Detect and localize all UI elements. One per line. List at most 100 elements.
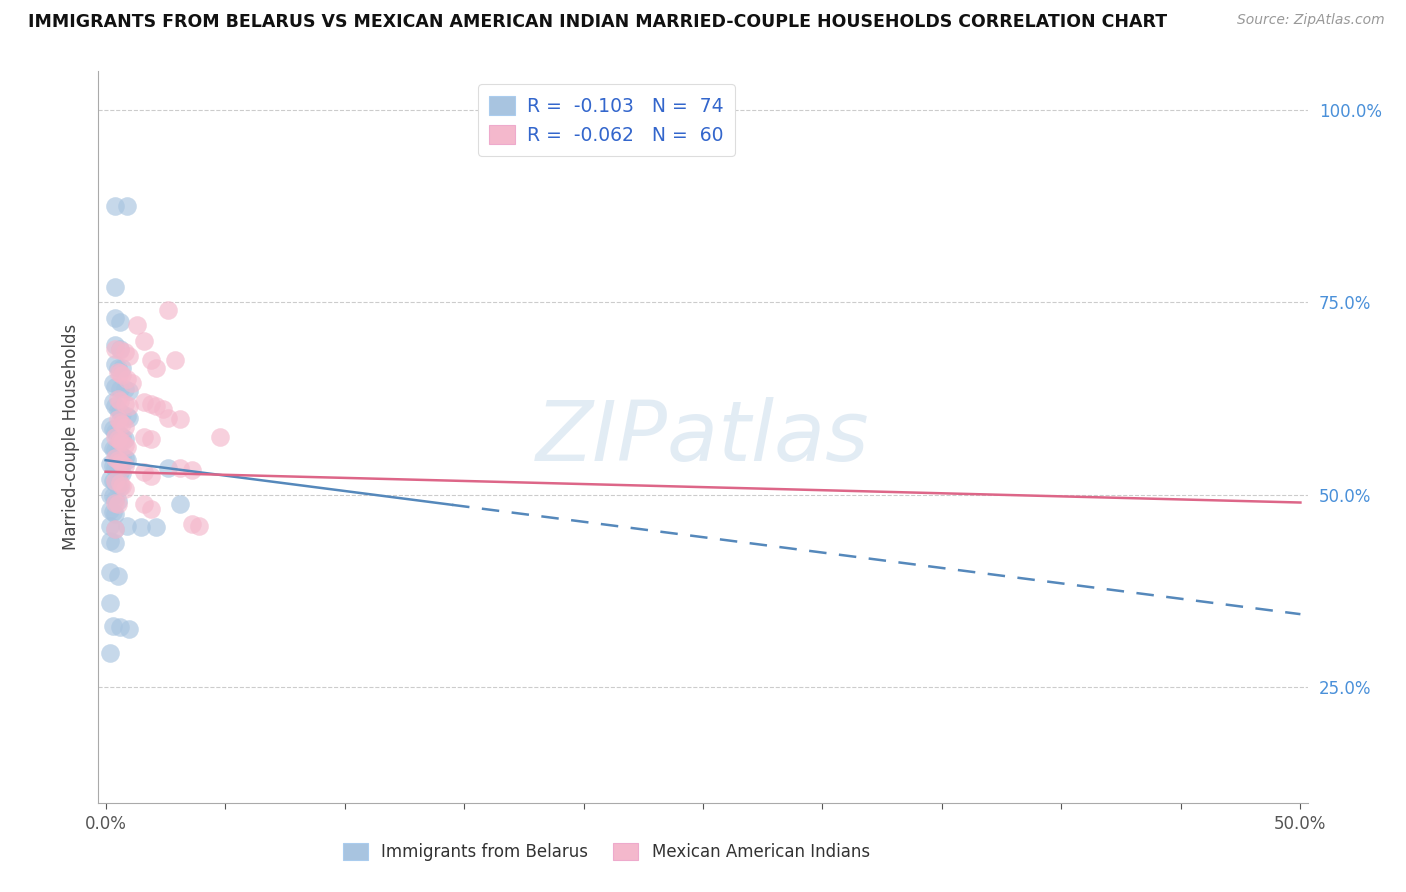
Point — [111, 430, 134, 444]
Point — [114, 482, 136, 496]
Point — [111, 417, 134, 431]
Point — [104, 535, 127, 549]
Point — [108, 434, 131, 448]
Point — [101, 422, 124, 436]
Point — [145, 360, 167, 375]
Point — [187, 518, 209, 533]
Point — [104, 523, 127, 537]
Y-axis label: Married-couple Households: Married-couple Households — [62, 324, 80, 550]
Point — [132, 334, 155, 348]
Point — [169, 497, 191, 511]
Point — [108, 405, 131, 419]
Point — [104, 495, 127, 509]
Point — [139, 353, 162, 368]
Point — [114, 458, 136, 473]
Point — [101, 489, 124, 503]
Point — [104, 430, 127, 444]
Point — [115, 372, 138, 386]
Point — [180, 463, 202, 477]
Point — [114, 433, 136, 447]
Point — [169, 461, 191, 475]
Point — [101, 458, 124, 473]
Point — [101, 505, 124, 519]
Point — [101, 442, 124, 456]
Point — [115, 518, 138, 533]
Point — [115, 453, 138, 467]
Point — [107, 412, 129, 426]
Point — [98, 438, 121, 452]
Point — [121, 376, 143, 391]
Point — [104, 357, 127, 371]
Point — [104, 450, 127, 465]
Point — [98, 457, 121, 471]
Point — [132, 497, 155, 511]
Point — [98, 534, 121, 549]
Point — [104, 337, 127, 351]
Point — [139, 433, 162, 447]
Point — [104, 461, 127, 475]
Point — [111, 368, 134, 383]
Point — [98, 472, 121, 486]
Point — [108, 366, 131, 380]
Point — [114, 382, 136, 396]
Point — [101, 376, 124, 391]
Point — [115, 440, 138, 454]
Point — [118, 349, 141, 363]
Point — [132, 465, 155, 479]
Point — [107, 478, 129, 492]
Point — [145, 399, 167, 413]
Point — [104, 310, 127, 325]
Point — [163, 353, 186, 368]
Point — [108, 620, 131, 634]
Point — [107, 360, 129, 375]
Point — [107, 453, 129, 467]
Point — [98, 418, 121, 433]
Point — [101, 618, 124, 632]
Point — [104, 280, 127, 294]
Point — [108, 415, 131, 429]
Point — [111, 360, 134, 375]
Point — [107, 494, 129, 508]
Point — [132, 395, 155, 409]
Point — [209, 430, 232, 444]
Point — [111, 457, 134, 471]
Point — [118, 384, 141, 398]
Point — [108, 465, 131, 479]
Point — [115, 409, 138, 423]
Point — [98, 646, 121, 660]
Point — [104, 443, 127, 458]
Point — [111, 450, 134, 464]
Point — [114, 420, 136, 434]
Point — [101, 474, 124, 488]
Point — [98, 596, 121, 610]
Point — [98, 565, 121, 579]
Point — [118, 622, 141, 636]
Point — [156, 410, 179, 425]
Point — [107, 497, 129, 511]
Point — [114, 450, 136, 465]
Point — [107, 463, 129, 477]
Point — [115, 199, 138, 213]
Point — [104, 507, 127, 521]
Point — [131, 520, 153, 534]
Point — [114, 345, 136, 359]
Point — [101, 395, 124, 409]
Point — [118, 410, 141, 425]
Point — [104, 523, 127, 537]
Point — [108, 343, 131, 357]
Point — [108, 382, 131, 396]
Point — [108, 315, 131, 329]
Point — [104, 491, 127, 506]
Point — [145, 520, 167, 534]
Point — [98, 488, 121, 502]
Legend: Immigrants from Belarus, Mexican American Indians: Immigrants from Belarus, Mexican America… — [336, 836, 876, 868]
Point — [108, 393, 131, 408]
Point — [107, 426, 129, 441]
Point — [107, 568, 129, 582]
Point — [107, 445, 129, 459]
Text: ZIPatlas: ZIPatlas — [536, 397, 870, 477]
Point — [125, 318, 148, 333]
Point — [156, 461, 179, 475]
Point — [104, 399, 127, 413]
Text: IMMIGRANTS FROM BELARUS VS MEXICAN AMERICAN INDIAN MARRIED-COUPLE HOUSEHOLDS COR: IMMIGRANTS FROM BELARUS VS MEXICAN AMERI… — [28, 13, 1167, 31]
